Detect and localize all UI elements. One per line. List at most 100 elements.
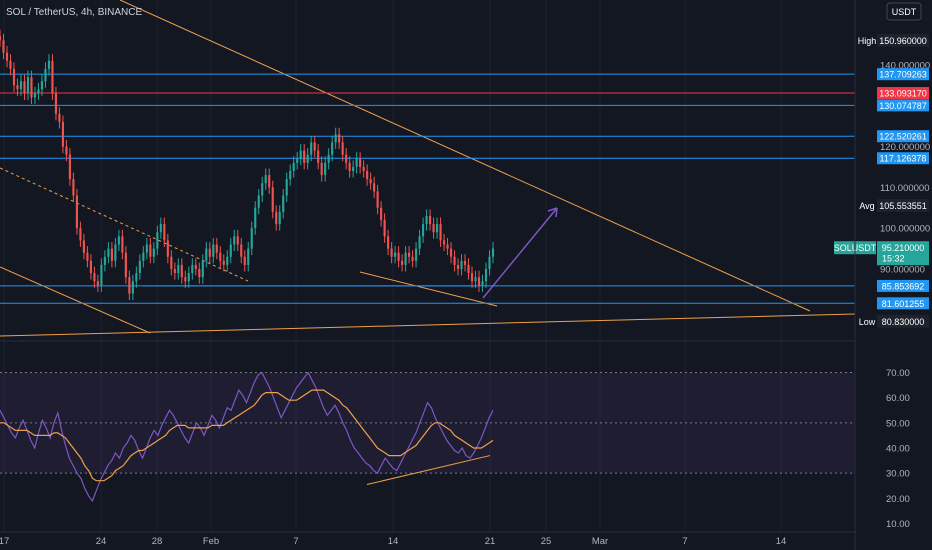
trendlines (0, 0, 856, 337)
candle (177, 264, 180, 274)
candle (236, 236, 239, 245)
time-tick-label: Feb (203, 536, 219, 547)
time-tick-label: 14 (776, 536, 787, 547)
time-tick-label: 21 (485, 536, 496, 547)
candle (390, 248, 393, 257)
candle (394, 252, 397, 257)
candle (2, 40, 5, 53)
candle (467, 264, 470, 274)
candle (254, 207, 257, 229)
level-price-tag-label: 137.709263 (879, 70, 927, 80)
candle (72, 179, 75, 196)
candle (397, 252, 400, 261)
stat-value: 150.960000 (879, 36, 927, 46)
time-tick-label: 7 (293, 536, 298, 547)
rsi-tick-label: 10.00 (886, 519, 910, 530)
candle (387, 236, 390, 249)
stat-label-bg (856, 314, 878, 328)
level-price-tag (877, 130, 929, 143)
candle (442, 240, 446, 245)
rsi-tick-label: 50.00 (886, 418, 910, 429)
trend-line (0, 266, 151, 334)
stat-value: 105.553551 (879, 201, 927, 211)
candle (58, 113, 61, 122)
time-tick-label: 14 (388, 536, 399, 547)
level-price-tag-label: 133.093170 (879, 89, 927, 99)
candle (474, 277, 477, 282)
candle (310, 142, 313, 155)
rsi-tick-label: 60.00 (886, 393, 910, 404)
currency-button[interactable]: USDT (886, 2, 922, 21)
level-price-tag-label: 81.601255 (882, 299, 925, 309)
candle (338, 134, 341, 143)
level-price-tag (877, 297, 929, 310)
candle (247, 248, 250, 265)
time-axis[interactable]: 17 24 28 Feb 7 14 21 25 Mar 7 14 (0, 531, 856, 550)
stat-label: Low (859, 317, 876, 327)
candle (268, 175, 271, 188)
candle (240, 244, 243, 257)
trend-line (0, 313, 856, 337)
candle (75, 195, 79, 229)
candle (33, 93, 37, 98)
candles (0, 29, 495, 301)
candle (484, 269, 488, 282)
candle (16, 85, 19, 90)
rsi-line (0, 371, 494, 503)
level-price-tag (877, 87, 929, 100)
candle (131, 281, 134, 294)
stat-label: High (858, 36, 877, 46)
currency-button-label: USDT (892, 7, 917, 17)
candle (100, 264, 103, 286)
candle (166, 240, 169, 257)
candle (425, 215, 428, 225)
candle (421, 224, 425, 237)
candle (44, 68, 47, 82)
candle (61, 122, 65, 147)
candle (404, 252, 407, 265)
candle (9, 60, 12, 69)
candle (453, 256, 456, 265)
candle (201, 260, 204, 278)
candle (376, 191, 379, 208)
trend-line (359, 271, 498, 307)
candle (215, 244, 218, 253)
candle (86, 252, 89, 261)
candle (219, 252, 222, 261)
candle (152, 248, 155, 257)
rsi-divergence-line (366, 455, 491, 485)
countdown-label: 15:32 (882, 254, 905, 264)
candle (233, 236, 236, 245)
projection-arrowhead (547, 207, 558, 218)
candle (481, 281, 484, 286)
candle (313, 142, 316, 151)
stat-label: Avg (859, 201, 874, 211)
candle (65, 146, 68, 155)
candle (191, 264, 194, 274)
candle (292, 162, 295, 171)
candle (121, 236, 124, 253)
time-tick-label: 28 (152, 536, 163, 547)
rsi-tick-label: 30.00 (886, 469, 910, 480)
candle (456, 264, 460, 269)
candle (5, 52, 9, 61)
candle (89, 260, 92, 274)
candle (324, 162, 327, 176)
candle (159, 224, 162, 233)
candle (79, 228, 82, 241)
price-tick-label: 110.000000 (880, 183, 930, 194)
last-price-tag (877, 241, 929, 266)
time-tick-label: 24 (96, 536, 107, 547)
price-axis[interactable]: 140.000000 120.000000 110.000000 100.000000… (834, 0, 932, 550)
candle (51, 60, 54, 94)
candle (170, 256, 173, 269)
candle (306, 154, 309, 163)
candle (317, 150, 320, 163)
candle (145, 244, 148, 253)
rsi-ma-line (0, 389, 494, 482)
candle (198, 269, 201, 278)
candle (373, 183, 376, 192)
level-price-tag-label: 117.126378 (880, 154, 927, 164)
candle (477, 277, 481, 286)
